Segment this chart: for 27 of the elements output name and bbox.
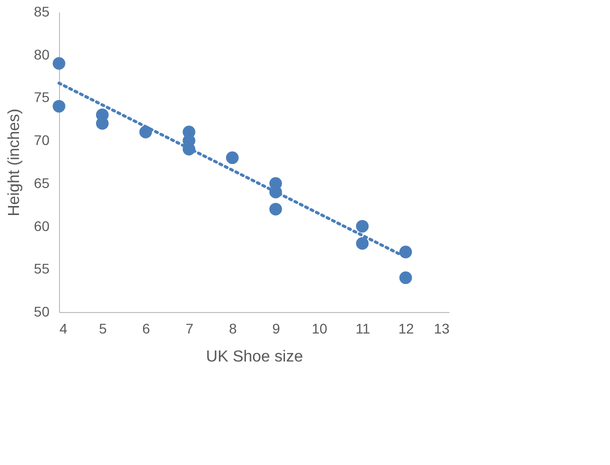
point bbox=[52, 57, 66, 70]
y-tick-label: 55 bbox=[34, 260, 50, 277]
point bbox=[399, 271, 412, 284]
y-axis-title: Height (inches) bbox=[6, 108, 23, 216]
x-tick-label: 5 bbox=[98, 320, 107, 336]
x-tick-label: 13 bbox=[434, 320, 450, 336]
y-tick-label: 80 bbox=[34, 46, 50, 62]
x-tick-label: 8 bbox=[228, 320, 237, 336]
y-tick-label: 70 bbox=[34, 132, 50, 148]
point bbox=[356, 237, 369, 250]
y-tick-label: 85 bbox=[34, 4, 50, 20]
point bbox=[226, 151, 239, 164]
y-tick-label: 65 bbox=[34, 174, 50, 191]
y-tick-label: 75 bbox=[34, 89, 50, 106]
x-tick-label: 4 bbox=[60, 320, 68, 336]
y-tick-label: 60 bbox=[34, 218, 50, 234]
y-tick-label: 50 bbox=[34, 304, 50, 320]
point bbox=[52, 100, 66, 113]
x-tick-label: 6 bbox=[142, 320, 150, 336]
x-tick-label: 7 bbox=[186, 320, 194, 336]
point bbox=[356, 220, 369, 233]
x-axis-title: UK Shoe size bbox=[206, 348, 304, 366]
point bbox=[269, 202, 282, 216]
x-tick-label: 10 bbox=[312, 320, 328, 336]
x-tick-label: 12 bbox=[398, 320, 414, 336]
x-tick-label: 11 bbox=[356, 320, 370, 336]
x-tick-label: 9 bbox=[272, 320, 280, 336]
